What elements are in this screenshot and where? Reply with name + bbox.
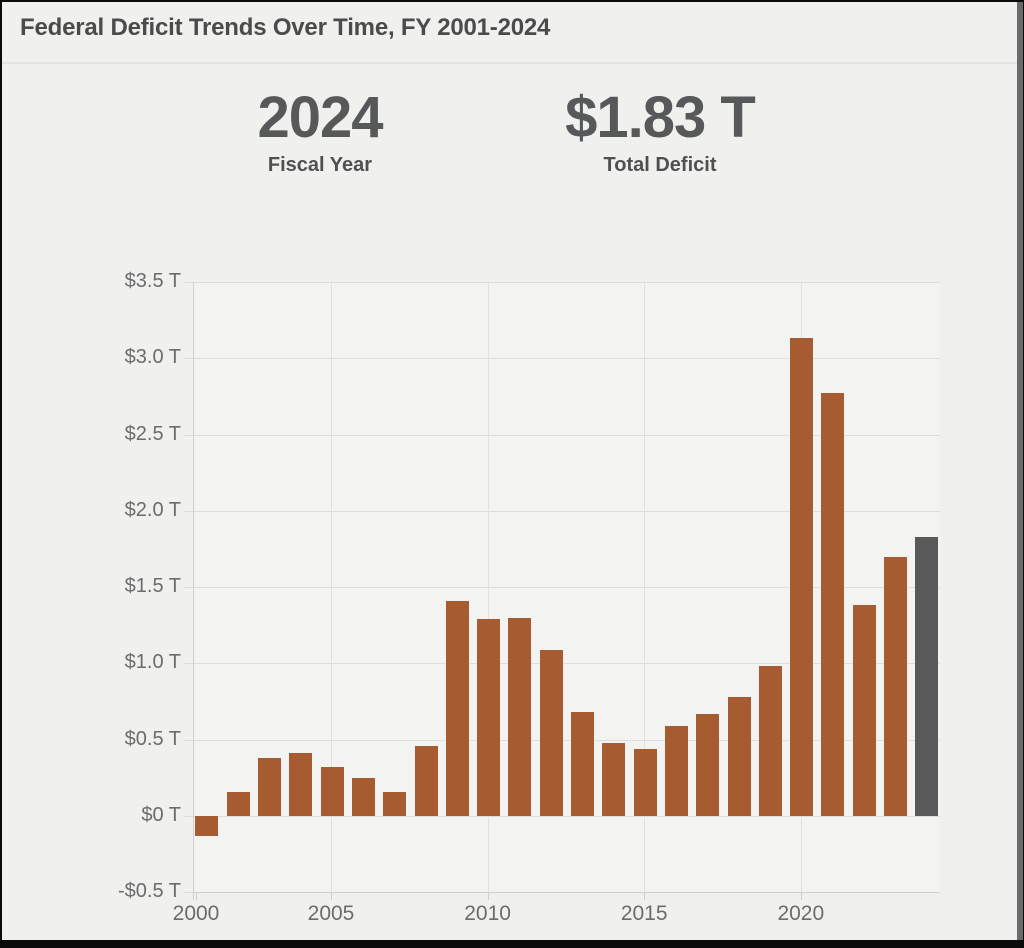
bar-2019[interactable] — [759, 666, 782, 816]
fiscal-year-label: Fiscal Year — [267, 153, 373, 176]
y-axis-tick-label: $1.0 T — [124, 651, 181, 673]
bar-2013[interactable] — [571, 712, 594, 816]
x-axis-tick — [488, 892, 489, 900]
x-axis-tick-label: 2010 — [464, 902, 511, 925]
x-axis-tick — [801, 892, 802, 900]
bar-2007[interactable] — [383, 792, 406, 816]
y-axis-tick-label: $3.5 T — [124, 270, 181, 292]
stat-total-deficit: $1.83 T Total Deficit — [510, 86, 810, 177]
x-axis-tick-label: 2000 — [172, 902, 220, 925]
bar-2009[interactable] — [446, 601, 469, 816]
stat-fiscal-year: 2024 Fiscal Year — [170, 86, 470, 177]
bar-2024[interactable] — [915, 537, 938, 816]
bar-2014[interactable] — [602, 743, 625, 816]
bar-2018[interactable] — [728, 697, 751, 816]
bar-2012[interactable] — [540, 650, 563, 816]
y-gridline — [184, 435, 940, 436]
y-axis-tick-label: $2.0 T — [124, 499, 181, 521]
bar-2017[interactable] — [696, 714, 719, 816]
total-deficit-label: Total Deficit — [603, 153, 717, 176]
y-axis-tick-label: $3.0 T — [124, 346, 181, 368]
y-gridline — [184, 358, 940, 359]
bar-2006[interactable] — [352, 778, 375, 816]
x-axis-tick — [644, 892, 645, 900]
x-gridline — [331, 282, 332, 892]
y-gridline — [184, 587, 940, 588]
bar-2002[interactable] — [227, 792, 250, 816]
x-gridline — [488, 282, 489, 892]
y-gridline — [184, 282, 940, 283]
bar-2010[interactable] — [477, 619, 500, 816]
y-axis-tick-label: $0 T — [141, 804, 181, 826]
x-axis-tick-label: 2015 — [620, 902, 668, 925]
bar-2016[interactable] — [665, 726, 688, 816]
y-gridline — [184, 511, 940, 512]
y-axis-tick-label: $1.5 T — [124, 575, 181, 597]
x-axis-tick — [196, 892, 197, 900]
y-axis-tick-label: $2.5 T — [124, 423, 181, 445]
y-gridline — [184, 816, 940, 817]
bar-2022[interactable] — [853, 605, 876, 816]
y-axis-line — [193, 282, 194, 900]
bar-2003[interactable] — [258, 758, 281, 816]
x-axis-line — [193, 892, 940, 893]
fiscal-year-value: 2024 — [257, 85, 383, 150]
x-axis-tick-label: 2020 — [777, 902, 825, 925]
y-axis-tick-label: $0.5 T — [124, 728, 181, 750]
bar-2008[interactable] — [415, 746, 438, 816]
x-axis-tick-label: 2005 — [307, 902, 355, 925]
bar-2021[interactable] — [821, 393, 844, 816]
bar-2005[interactable] — [321, 767, 344, 816]
x-axis-tick — [331, 892, 332, 900]
bar-2011[interactable] — [508, 618, 531, 816]
window-edge-strip — [1017, 2, 1023, 940]
y-axis-tick-label: -$0.5 T — [118, 880, 181, 902]
page-title: Federal Deficit Trends Over Time, FY 200… — [20, 14, 551, 41]
x-gridline — [644, 282, 645, 892]
bar-2004[interactable] — [289, 753, 312, 816]
bar-2023[interactable] — [884, 557, 907, 816]
bar-2020[interactable] — [790, 338, 813, 816]
total-deficit-value: $1.83 T — [565, 85, 756, 150]
bar-2001[interactable] — [195, 816, 218, 836]
title-divider — [2, 62, 1017, 64]
bar-2015[interactable] — [634, 749, 657, 816]
